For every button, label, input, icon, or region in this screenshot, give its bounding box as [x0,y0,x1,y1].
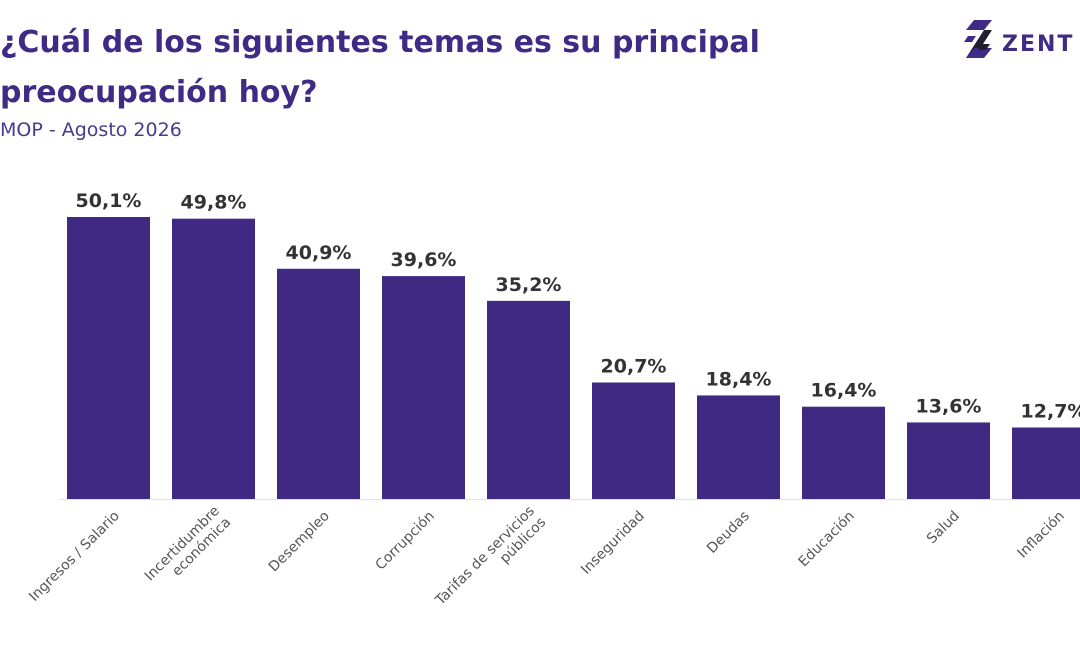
bar [1012,427,1080,499]
category-tick-label: Inflación [1015,508,1068,561]
svg-text:Tarifas de serviciospúblicos: Tarifas de serviciospúblicos [432,503,549,620]
brand-logo: ZENT [962,18,1080,68]
bar [382,276,465,499]
logo-wordmark: ZENT [1002,32,1075,57]
zentrix-logo-icon [964,20,992,58]
bar-value-label: 39,6% [391,249,457,271]
bar-value-label: 18,4% [706,368,772,390]
bar [487,300,570,499]
bar [277,268,360,499]
category-tick-label: Salud [924,508,963,547]
bar-value-label: 12,7% [1021,401,1080,423]
category-tick-label: Incertidumbreeconómica [142,503,234,595]
bar [592,382,675,499]
bar [802,406,885,499]
bar-value-label: 50,1% [76,190,142,212]
chart-title: ¿Cuál de los siguientes temas es su prin… [0,25,760,110]
bar [697,395,780,499]
svg-text:Desempleo: Desempleo [266,508,333,575]
bar-value-label: 40,9% [286,242,352,264]
svg-text:Incertidumbreeconómica: Incertidumbreeconómica [142,503,234,595]
svg-text:Educación: Educación [796,508,858,570]
category-tick-label: Desempleo [266,508,333,575]
bar-value-label: 49,8% [181,192,247,214]
category-tick-label: Corrupción [373,508,438,573]
svg-text:Salud: Salud [924,508,963,547]
chart-subtitle: MOP - Agosto 2026 [0,119,182,141]
svg-text:Inseguridad: Inseguridad [578,508,648,578]
bar-value-label: 13,6% [916,395,982,417]
bar [67,217,150,499]
bar-value-label: 20,7% [601,355,667,377]
svg-text:Deudas: Deudas [704,508,753,557]
bar-value-label: 35,2% [496,274,562,296]
bar-value-label: 16,4% [811,380,877,402]
svg-text:Inflación: Inflación [1015,508,1068,561]
bar [172,218,255,499]
category-tick-label: Deudas [704,508,753,557]
svg-text:Ingresos / Salario: Ingresos / Salario [26,508,123,605]
category-tick-label: Inseguridad [578,508,648,578]
category-tick-label: Ingresos / Salario [26,508,123,605]
category-tick-label: Educación [796,508,858,570]
bar [907,422,990,499]
svg-text:Corrupción: Corrupción [373,508,438,573]
category-tick-label: Tarifas de serviciospúblicos [432,503,549,620]
